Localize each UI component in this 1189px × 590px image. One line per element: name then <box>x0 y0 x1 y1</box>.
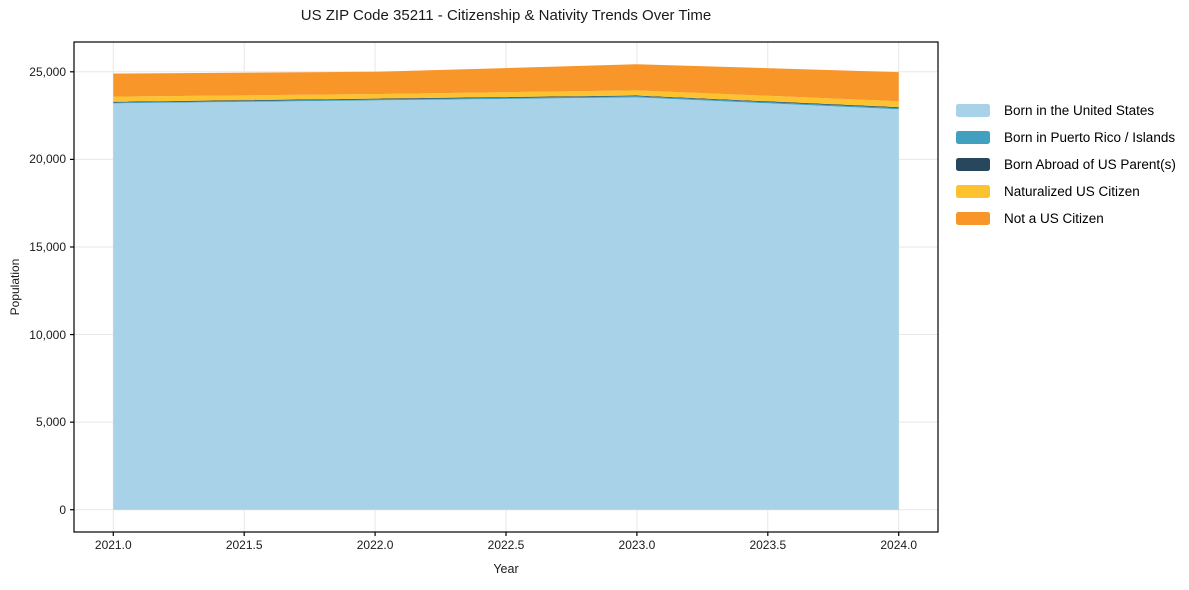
legend-item: Born in Puerto Rico / Islands <box>956 124 1176 151</box>
area-series <box>113 64 899 102</box>
area-series <box>113 96 899 110</box>
legend-item: Not a US Citizen <box>956 205 1176 232</box>
legend-label: Naturalized US Citizen <box>1004 184 1140 199</box>
x-tick-label: 2022.5 <box>487 538 525 552</box>
legend-swatch-icon <box>956 185 990 198</box>
legend-item: Naturalized US Citizen <box>956 178 1176 205</box>
y-tick-label: 20,000 <box>29 152 66 167</box>
legend-item: Born Abroad of US Parent(s) <box>956 151 1176 178</box>
legend-item: Born in the United States <box>956 97 1176 124</box>
legend-label: Born in the United States <box>1004 103 1155 118</box>
x-tick-label: 2021.5 <box>225 538 263 552</box>
legend-swatch-icon <box>956 104 990 117</box>
legend-swatch-icon <box>956 158 990 171</box>
y-tick-label: 10,000 <box>29 327 66 342</box>
legend-label: Born in Puerto Rico / Islands <box>1004 130 1176 145</box>
area-series <box>113 95 899 108</box>
y-tick-label: 15,000 <box>29 239 66 254</box>
legend-label: Born Abroad of US Parent(s) <box>1004 157 1176 172</box>
y-tick-label: 5,000 <box>35 415 66 430</box>
y-tick-label: 0 <box>59 502 66 517</box>
x-tick-label: 2023.5 <box>749 538 787 552</box>
y-axis-label: Population <box>8 258 22 316</box>
x-tick-label: 2022.0 <box>356 538 394 552</box>
legend: Born in the United States Born in Puerto … <box>956 97 1176 232</box>
x-tick-label: 2023.0 <box>618 538 656 552</box>
y-tick-label: 25,000 <box>29 64 66 79</box>
x-tick-label: 2024.0 <box>880 538 918 552</box>
area-series <box>113 90 899 108</box>
x-axis-label: Year <box>493 562 519 576</box>
chart-title: US ZIP Code 35211 - Citizenship & Nativi… <box>300 7 712 24</box>
legend-swatch-icon <box>956 131 990 144</box>
legend-label: Not a US Citizen <box>1004 211 1104 226</box>
area-series <box>113 97 899 510</box>
legend-swatch-icon <box>956 212 990 225</box>
x-tick-label: 2021.0 <box>94 538 132 552</box>
